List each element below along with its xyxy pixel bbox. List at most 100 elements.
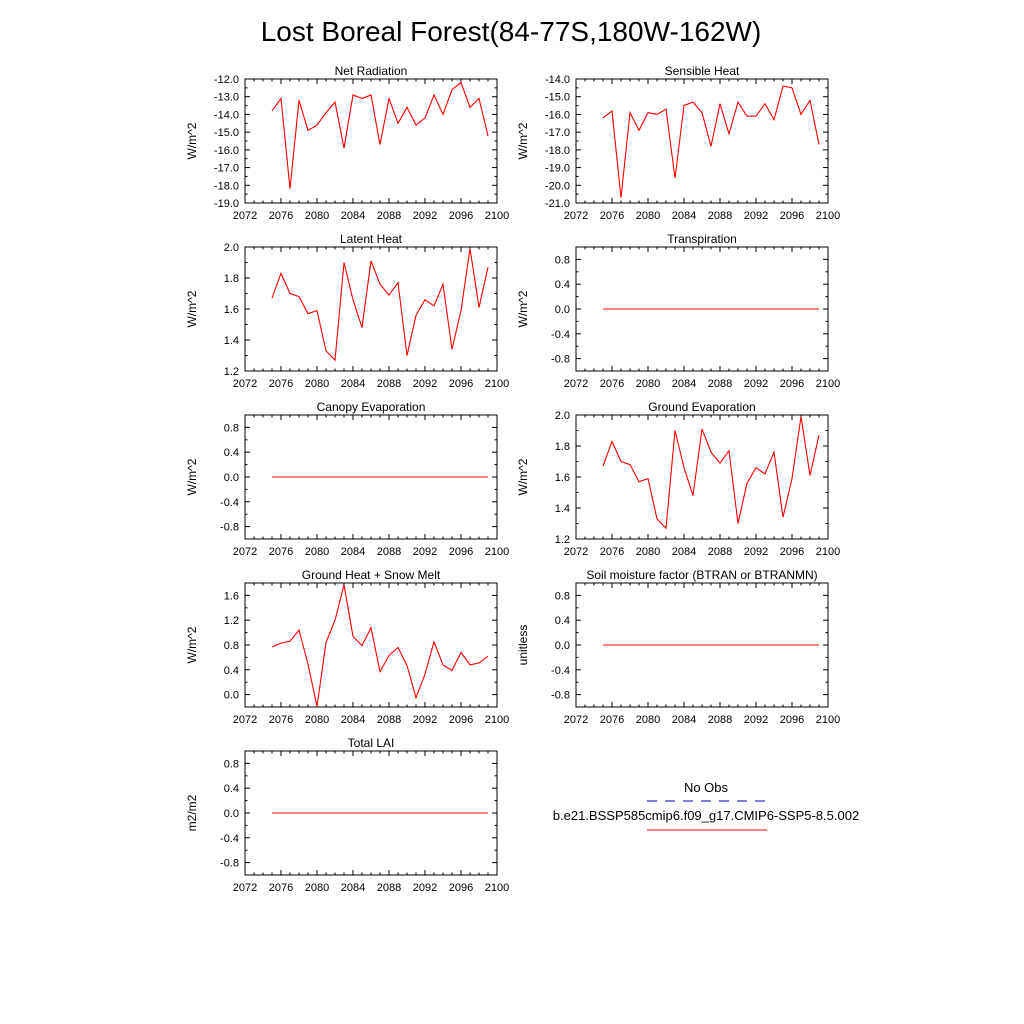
y-tick-label: 1.2 [555,534,570,546]
x-tick-label: 2096 [449,378,473,390]
panel-title: Sensible Heat [665,64,740,78]
x-tick-label: 2100 [816,378,840,390]
x-tick-label: 2080 [305,882,329,894]
y-tick-label: -0.8 [551,690,570,702]
y-tick-label: -12.0 [214,74,239,86]
x-tick-label: 2100 [816,546,840,558]
series-line [602,416,820,530]
x-tick-label: 2080 [305,210,329,222]
x-tick-label: 2084 [341,882,365,894]
y-tick-label: -14.0 [545,74,570,86]
y-tick-label: -0.4 [220,833,239,845]
y-tick-label: 1.6 [224,590,239,602]
panel-5: Canopy Evaporation W/m^2 2072 2076 2080 2084 2… [185,400,509,558]
panel-title: Ground Heat + Snow Melt [302,568,441,582]
series-line [271,81,489,189]
x-tick-label: 2096 [780,378,804,390]
x-tick-label: 2088 [377,378,401,390]
series-line [602,85,820,198]
x-tick-label: 2076 [269,714,293,726]
x-tick-label: 2096 [449,210,473,222]
panel-title: Ground Evaporation [648,400,755,414]
panel-title: Latent Heat [340,232,403,246]
x-tick-label: 2080 [636,210,660,222]
x-tick-label: 2088 [708,546,732,558]
panel-3: Latent Heat W/m^2 2072 2076 2080 2084 2088 2092… [185,232,509,390]
x-tick-label: 2092 [413,714,437,726]
x-tick-label: 2092 [744,210,768,222]
y-tick-label: 0.8 [555,254,570,266]
y-tick-label: -0.4 [220,497,239,509]
y-tick-label: 1.6 [555,472,570,484]
y-tick-label: 0.4 [555,615,570,627]
x-tick-label: 2080 [305,714,329,726]
y-tick-label: 0.4 [224,447,239,459]
x-tick-label: 2092 [744,378,768,390]
x-tick-label: 2084 [341,210,365,222]
figure-title: Lost Boreal Forest(84-77S,180W-162W) [261,16,762,47]
x-tick-label: 2100 [485,882,509,894]
plot-frame [244,246,498,372]
y-tick-label: -18.0 [214,180,239,192]
panel-title: Canopy Evaporation [317,400,426,414]
x-tick-label: 2100 [485,546,509,558]
y-tick-label: 1.2 [224,366,239,378]
x-tick-label: 2084 [672,546,696,558]
x-tick-label: 2076 [269,378,293,390]
x-tick-label: 2096 [780,714,804,726]
plot-frame [575,414,829,540]
series-line [271,248,489,362]
y-tick-label: -21.0 [545,198,570,210]
panels: Net Radiation W/m^2 2072 2076 2080 2084 2088 20… [185,64,840,894]
panel-1: Net Radiation W/m^2 2072 2076 2080 2084 2088 20… [185,64,509,222]
x-tick-label: 2084 [672,714,696,726]
y-tick-label: -16.0 [214,145,239,157]
y-axis-label: W/m^2 [516,458,530,495]
x-tick-label: 2092 [413,378,437,390]
x-tick-label: 2092 [744,546,768,558]
y-tick-label: 0.8 [224,640,239,652]
y-tick-label: -17.0 [545,127,570,139]
x-tick-label: 2080 [636,714,660,726]
y-tick-label: -18.0 [545,145,570,157]
x-tick-label: 2076 [269,210,293,222]
y-tick-label: 1.6 [224,304,239,316]
panel-title: Net Radiation [335,64,408,78]
y-tick-label: -17.0 [214,163,239,175]
x-tick-label: 2076 [600,546,624,558]
y-tick-label: 0.8 [224,758,239,770]
x-tick-label: 2080 [305,378,329,390]
x-tick-label: 2100 [485,210,509,222]
x-tick-label: 2072 [233,714,257,726]
x-tick-label: 2088 [708,378,732,390]
y-axis-label: W/m^2 [185,122,199,159]
x-tick-label: 2100 [485,714,509,726]
x-tick-label: 2096 [780,210,804,222]
y-tick-label: 0.0 [224,808,239,820]
y-tick-label: 0.8 [224,422,239,434]
x-tick-label: 2096 [449,714,473,726]
y-tick-label: 0.0 [555,304,570,316]
x-tick-label: 2076 [269,546,293,558]
y-tick-label: -15.0 [545,92,570,104]
y-axis-label: W/m^2 [185,458,199,495]
y-tick-label: 0.8 [555,590,570,602]
x-tick-label: 2096 [780,546,804,558]
y-tick-label: 0.4 [555,279,570,291]
y-tick-label: 0.0 [224,472,239,484]
legend-model-label: b.e21.BSSP585cmip6.f09_g17.CMIP6-SSP5-8.… [553,808,859,823]
x-tick-label: 2084 [672,210,696,222]
y-tick-label: -16.0 [545,109,570,121]
y-tick-label: 2.0 [555,410,570,422]
y-tick-label: 1.8 [224,273,239,285]
x-tick-label: 2072 [564,546,588,558]
panel-8: Soil moisture factor (BTRAN or BTRANMN) u… [516,568,840,726]
x-tick-label: 2080 [305,546,329,558]
y-tick-label: -19.0 [214,198,239,210]
y-tick-label: 1.4 [224,335,239,347]
x-tick-label: 2084 [341,378,365,390]
y-tick-label: 0.4 [224,665,239,677]
x-tick-label: 2076 [600,714,624,726]
x-tick-label: 2072 [564,714,588,726]
